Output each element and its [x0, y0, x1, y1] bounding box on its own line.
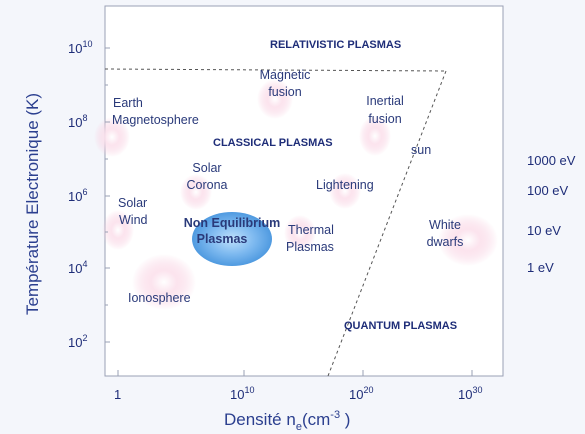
relativistic-plasmas-label: RELATIVISTIC PLASMAS: [270, 39, 401, 51]
solar-wind-label-2: Wind: [119, 213, 148, 227]
glow-white-dwarfs: [438, 214, 498, 266]
y-axis-ticks: [105, 47, 110, 343]
inertial-fusion-label-2: fusion: [368, 112, 401, 126]
earth-magnetosphere-label-2: Magnetosphere: [112, 113, 199, 127]
x-tick-10e30: 1030: [458, 385, 482, 402]
solar-wind-label-1: Solar: [118, 196, 147, 210]
sun-label: sun: [411, 143, 431, 157]
classical-plasmas-label: CLASSICAL PLASMAS: [213, 137, 333, 149]
magnetic-fusion-label-2: fusion: [268, 85, 301, 99]
white-dwarfs-label-1: White: [429, 218, 461, 232]
inertial-fusion-label-1: Inertial: [366, 94, 404, 108]
lightening-label: Lightening: [316, 178, 374, 192]
ionosphere-label: Ionosphere: [128, 291, 191, 305]
thermal-plasmas-label-1: Thermal: [288, 223, 334, 237]
x-axis-title: Densité ne(cm-3 ): [224, 409, 350, 433]
y-tick-10e8: 108: [68, 113, 87, 130]
glow-inertial-fusion: [359, 116, 391, 156]
x-tick-10e20: 1020: [349, 385, 373, 402]
plot-frame: [104, 5, 504, 377]
glow-lightening: [329, 173, 361, 209]
non-equilibrium-label-1: Non Equilibrium: [184, 216, 281, 230]
glow-ionosphere: [132, 254, 196, 310]
glow-magnetic-fusion: [257, 79, 293, 119]
earth-magnetosphere-label-1: Earth: [113, 96, 143, 110]
y-axis-title: Température Electronique (K): [23, 93, 42, 315]
non-equilibrium-label-2: Plasmas: [197, 232, 248, 246]
glow-thermal: [284, 215, 316, 251]
energy-label-1000ev: 1000 eV: [527, 153, 576, 168]
x-tick-1: 1: [114, 387, 121, 402]
white-dwarfs-label-2: dwarfs: [427, 235, 464, 249]
energy-label-10ev: 10 eV: [527, 223, 561, 238]
glow-solar-corona: [180, 174, 212, 210]
relativistic-boundary: [104, 68, 447, 72]
y-tick-10e2: 102: [68, 333, 87, 350]
magnetic-fusion-label-1: Magnetic: [260, 68, 311, 82]
quantum-boundary: [327, 70, 447, 377]
glow-earth: [94, 117, 130, 157]
y-tick-10e10: 1010: [68, 39, 92, 56]
y-tick-10e4: 104: [68, 259, 87, 276]
quantum-plasmas-label: QUANTUM PLASMAS: [344, 320, 457, 332]
solar-corona-label-2: Corona: [187, 178, 228, 192]
solar-corona-label-1: Solar: [192, 161, 221, 175]
energy-label-1ev: 1 eV: [527, 260, 554, 275]
thermal-plasmas-label-2: Plasmas: [286, 240, 334, 254]
energy-label-100ev: 100 eV: [527, 183, 569, 198]
x-tick-10e10: 1010: [230, 385, 254, 402]
glow-solar-wind: [102, 210, 134, 250]
x-axis-ticks: [117, 370, 473, 376]
non-equilibrium-ellipse: [192, 212, 272, 266]
y-tick-10e6: 106: [68, 187, 87, 204]
